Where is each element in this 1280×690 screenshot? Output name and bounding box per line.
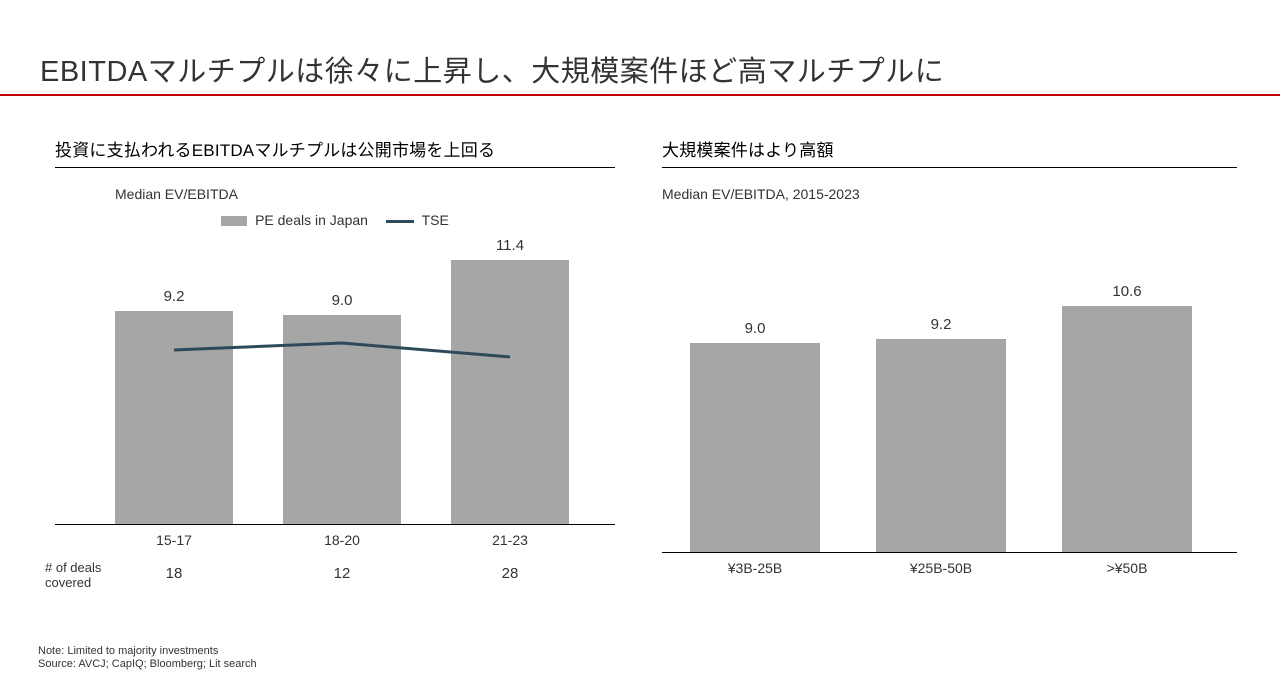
category-label: >¥50B [1107,560,1148,576]
bar-value-label: 9.2 [931,316,952,333]
left-chart-heading: 投資に支払われるEBITDAマルチプルは公開市場を上回る [55,136,615,168]
deals-value: 12 [334,565,351,582]
right-chart-heading: 大規模案件はより高額 [662,136,1237,168]
right-chart-plot: 9.0¥3B-25B9.2¥25B-50B10.6>¥50B [662,262,1237,553]
legend-bar-label: PE deals in Japan [255,212,368,228]
bar-value-label: 11.4 [496,237,524,254]
left-chart-legend: PE deals in Japan TSE [55,212,615,228]
legend-swatch-bar [221,216,247,226]
category-label: ¥25B-50B [910,560,972,576]
bar-value-label: 10.6 [1112,283,1141,300]
right-chart-axis-title: Median EV/EBITDA, 2015-2023 [662,186,1237,202]
category-label: 18-20 [324,532,360,548]
slide: EBITDAマルチプルは徐々に上昇し、大規模案件ほど高マルチプルに 投資に支払わ… [0,0,1280,690]
title-rule [0,94,1280,96]
bar: 9.2 [876,339,1006,552]
left-chart-panel: 投資に支払われるEBITDAマルチプルは公開市場を上回る Median EV/E… [55,136,615,597]
legend-item-bar: PE deals in Japan [221,212,368,228]
left-chart-plot: 9.215-179.018-2011.421-23 [55,234,615,525]
left-chart-axis-title: Median EV/EBITDA [115,186,615,202]
legend-item-line: TSE [386,212,449,228]
footnotes: Note: Limited to majority investments So… [38,645,257,673]
page-title: EBITDAマルチプルは徐々に上昇し、大規模案件ほど高マルチプルに [40,48,944,90]
category-label: 15-17 [156,532,192,548]
bar: 10.6 [1062,306,1192,552]
deals-value: 28 [502,565,519,582]
deals-value: 18 [166,565,183,582]
deals-header: # of dealscovered [45,561,101,591]
bar: 9.0 [283,315,401,524]
category-label: 21-23 [492,532,528,548]
legend-swatch-line [386,220,414,223]
bar: 9.2 [115,311,233,524]
footnote-source: Source: AVCJ; CapIQ; Bloomberg; Lit sear… [38,658,257,672]
left-deals-row: # of dealscovered 181228 [55,565,615,597]
bar-value-label: 9.0 [745,320,766,337]
bar-value-label: 9.0 [332,292,353,309]
footnote-note: Note: Limited to majority investments [38,645,257,659]
category-label: ¥3B-25B [728,560,782,576]
right-chart-panel: 大規模案件はより高額 Median EV/EBITDA, 2015-2023 9… [662,136,1237,553]
bar: 11.4 [451,260,569,524]
bar-value-label: 9.2 [164,288,185,305]
bar: 9.0 [690,343,820,552]
legend-line-label: TSE [422,212,449,228]
